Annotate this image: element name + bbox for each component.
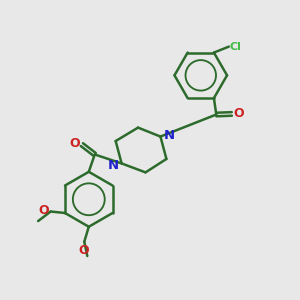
Text: N: N: [164, 129, 175, 142]
Text: O: O: [234, 107, 244, 120]
Text: Cl: Cl: [230, 42, 242, 52]
Text: O: O: [78, 244, 89, 257]
Text: O: O: [69, 137, 80, 150]
Text: N: N: [107, 159, 118, 172]
Text: O: O: [38, 204, 49, 218]
